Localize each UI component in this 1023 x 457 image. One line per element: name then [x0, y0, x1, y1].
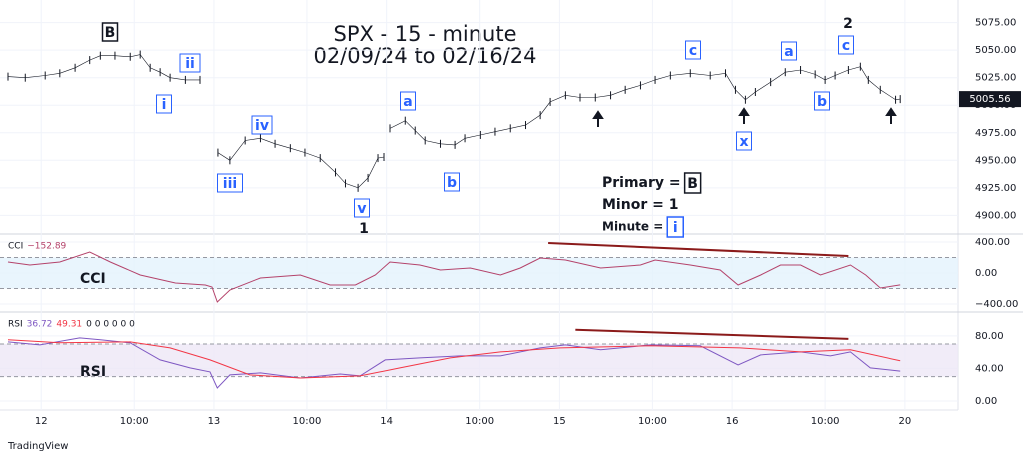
annotation: b — [447, 175, 457, 191]
annotation-box — [685, 40, 701, 60]
annotation-box — [179, 53, 201, 73]
x-tick-label: 20 — [898, 416, 911, 427]
annotation-box — [101, 22, 119, 42]
wave-legend-box — [683, 172, 702, 194]
y-tick-label: 5075.00 — [975, 18, 1016, 29]
arrows — [592, 107, 897, 127]
band — [0, 343, 958, 377]
x-tick-label: 14 — [380, 416, 393, 427]
panel-header-value: 36.72 — [27, 320, 53, 330]
panel-header-value: −152.89 — [27, 242, 66, 252]
panel-header: CCI — [8, 242, 23, 252]
panel-label: RSI — [80, 364, 106, 380]
wave-legend-mark: B — [687, 176, 698, 192]
panel-header: RSI — [8, 320, 23, 330]
x-tick-label: 10:00 — [465, 416, 494, 427]
indicator-line — [7, 251, 901, 303]
chart-subtitle: 02/09/24 to 02/16/24 — [313, 44, 536, 68]
indicator-line — [7, 339, 901, 379]
y-tick-label: 5025.00 — [975, 73, 1016, 84]
y-tick-label: 5050.00 — [975, 45, 1016, 56]
annotation-box — [217, 173, 243, 193]
annotation: b — [817, 94, 827, 110]
annotation: c — [842, 38, 850, 54]
annotation: iv — [255, 118, 269, 134]
wave-legend-label: Minute = — [602, 220, 663, 234]
arrow-head — [738, 107, 750, 116]
y-tick-label: 400.00 — [975, 237, 1010, 248]
annotation-box — [156, 94, 172, 114]
x-tick-label: 13 — [208, 416, 221, 427]
x-tick-label: 12 — [35, 416, 48, 427]
trendline — [575, 328, 849, 340]
wave-legend-box — [666, 216, 684, 238]
chart-title: SPX - 15 - minute — [333, 22, 516, 46]
annotation: a — [403, 94, 412, 110]
x-tick-label: 15 — [553, 416, 566, 427]
x-tick-label: 16 — [726, 416, 739, 427]
y-tick-label: 4925.00 — [975, 183, 1016, 194]
y-tick-label: 4975.00 — [975, 128, 1016, 139]
arrow-head — [592, 110, 604, 119]
trendline — [548, 241, 849, 258]
annotation: 1 — [359, 221, 369, 237]
y-tick-label: 0.00 — [975, 396, 997, 407]
last-price-label: 5005.56 — [969, 94, 1010, 105]
panel-label: CCI — [80, 271, 106, 287]
annotation: 2 — [843, 16, 853, 32]
annotation-box — [838, 35, 854, 55]
annotation-box — [354, 198, 370, 218]
x-tick-label: 10:00 — [120, 416, 149, 427]
y-tick-label: −400.00 — [975, 299, 1018, 310]
y-tick-label: 4900.00 — [975, 210, 1016, 221]
band — [0, 257, 958, 289]
x-tick-label: 10:00 — [293, 416, 322, 427]
panel-header-value: 0 0 0 0 0 0 — [86, 320, 135, 330]
y-tick-label: 80.00 — [975, 331, 1004, 342]
wave-legend-mark: i — [673, 220, 678, 236]
annotation: c — [689, 43, 697, 59]
annotation: B — [105, 25, 116, 41]
indicator-line — [7, 337, 901, 389]
annotation-box — [736, 131, 752, 151]
annotation: x — [739, 134, 748, 150]
annotation: i — [162, 97, 167, 113]
y-tick-label: 40.00 — [975, 363, 1004, 374]
brand: TradingView — [7, 441, 68, 452]
annotation: ii — [185, 56, 195, 72]
annotation: a — [784, 44, 793, 60]
wave-legend-label: Minor = 1 — [602, 197, 678, 213]
x-tick-label: 10:00 — [638, 416, 667, 427]
y-tick-label: 4950.00 — [975, 155, 1016, 166]
wave-legend-label: Primary = — [602, 175, 681, 191]
annotation-box — [814, 91, 830, 111]
x-tick-label: 10:00 — [811, 416, 840, 427]
annotation-box — [444, 172, 460, 192]
last-price-box — [959, 91, 1021, 108]
panel-header-value: 49.31 — [56, 320, 82, 330]
annotation: iii — [223, 176, 237, 192]
annotation-box — [781, 41, 797, 61]
y-tick-label: 0.00 — [975, 268, 997, 279]
arrow-head — [885, 107, 897, 116]
annotation-box — [251, 115, 273, 135]
annotation-box — [400, 91, 416, 111]
annotation: v — [357, 201, 366, 217]
